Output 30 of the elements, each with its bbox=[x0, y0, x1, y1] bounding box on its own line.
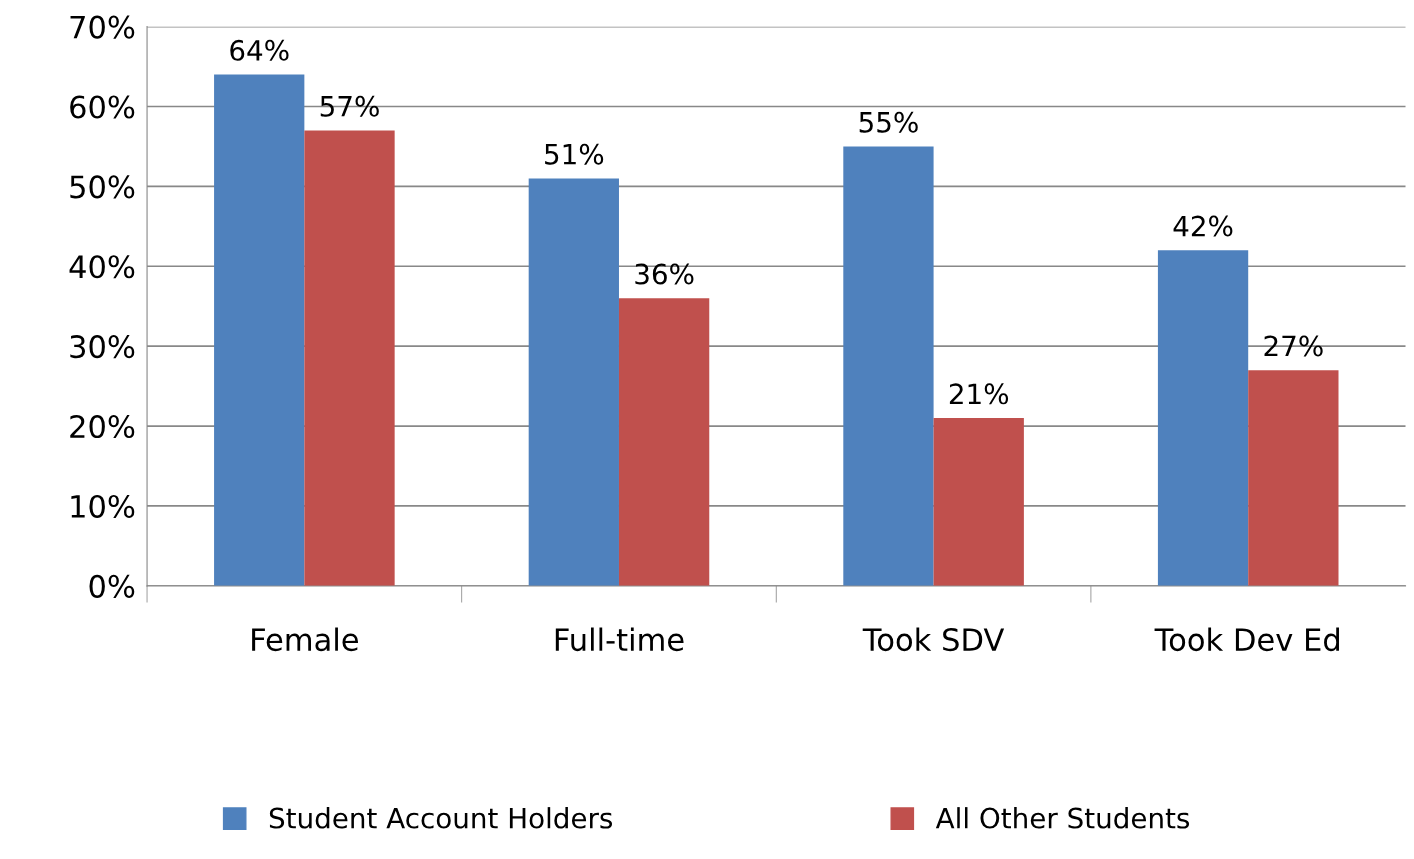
bar bbox=[214, 74, 305, 586]
y-tick-label: 30% bbox=[70, 335, 135, 359]
y-tick-label: 0% bbox=[89, 574, 135, 598]
legend-label: Student Account Holders bbox=[269, 807, 613, 829]
bar bbox=[933, 418, 1024, 586]
y-tick-label: 40% bbox=[69, 255, 135, 279]
bar bbox=[618, 298, 710, 586]
y-tick-label: 10% bbox=[71, 494, 135, 518]
data-label: 55% bbox=[859, 111, 918, 133]
bar bbox=[1248, 370, 1339, 586]
x-tick-label: Took Dev Ed bbox=[1154, 627, 1339, 652]
bar bbox=[304, 130, 395, 586]
data-label: 51% bbox=[545, 143, 604, 165]
legend-label: All Other Students bbox=[935, 807, 1190, 829]
x-tick-label: Took SDV bbox=[862, 627, 1005, 652]
bar bbox=[528, 178, 619, 586]
data-label: 57% bbox=[320, 95, 379, 117]
bar bbox=[843, 146, 934, 586]
y-tick-label: 60% bbox=[70, 95, 135, 119]
data-label: 21% bbox=[949, 383, 1009, 405]
data-label: 36% bbox=[635, 263, 694, 285]
bar bbox=[1157, 250, 1249, 586]
data-label: 27% bbox=[1264, 335, 1323, 357]
data-label: 64% bbox=[230, 39, 289, 61]
x-tick-label: Full-time bbox=[555, 627, 684, 652]
y-tick-label: 50% bbox=[70, 175, 135, 199]
y-tick-label: 20% bbox=[70, 414, 135, 439]
x-tick-label: Female bbox=[252, 627, 358, 652]
y-tick-label: 70% bbox=[70, 15, 135, 39]
data-label: 42% bbox=[1173, 215, 1233, 237]
